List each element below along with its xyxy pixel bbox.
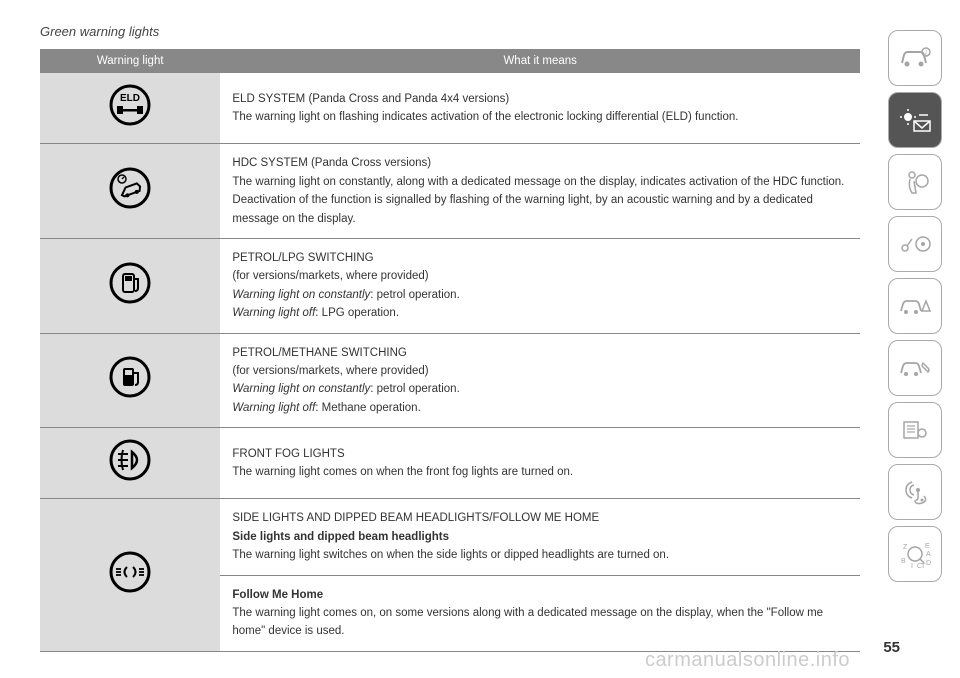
row-line1-rest: : petrol operation. bbox=[370, 383, 460, 395]
watermark: carmanualsonline.info bbox=[645, 649, 850, 672]
row-title: FRONT FOG LIGHTS bbox=[232, 445, 848, 463]
airbag-icon bbox=[900, 167, 930, 197]
svg-text:D: D bbox=[926, 560, 931, 567]
fuel-pump-outline-icon bbox=[108, 261, 152, 305]
row-title: ELD SYSTEM (Panda Cross and Panda 4x4 ve… bbox=[232, 90, 848, 108]
row-title: SIDE LIGHTS AND DIPPED BEAM HEADLIGHTS/F… bbox=[232, 509, 848, 527]
sidebar-item-starting[interactable] bbox=[888, 216, 942, 272]
document-gear-icon bbox=[900, 417, 930, 443]
row-title: PETROL/METHANE SWITCHING bbox=[232, 344, 848, 362]
side-lights-icon bbox=[108, 550, 152, 594]
table-row: FRONT FOG LIGHTS The warning light comes… bbox=[40, 428, 860, 499]
sidebar-item-index[interactable]: ZEBADIC T bbox=[888, 526, 942, 582]
table-row: SIDE LIGHTS AND DIPPED BEAM HEADLIGHTS/F… bbox=[40, 499, 860, 575]
icon-cell bbox=[40, 238, 220, 333]
row-line1-rest: : petrol operation. bbox=[370, 289, 460, 301]
row-line2-italic: Warning light off bbox=[232, 307, 315, 319]
svg-text:A: A bbox=[926, 551, 931, 558]
front-fog-lights-icon bbox=[108, 438, 152, 482]
row-body: The warning light comes on when the fron… bbox=[232, 463, 848, 481]
row-line2-rest: : Methane operation. bbox=[315, 402, 421, 414]
section-title: Green warning lights bbox=[40, 24, 860, 39]
table-row: HDC SYSTEM (Panda Cross versions) The wa… bbox=[40, 144, 860, 239]
row-bold: Side lights and dipped beam headlights bbox=[232, 531, 449, 543]
row-sub-body: The warning light comes on, on some vers… bbox=[232, 604, 848, 641]
hdc-icon bbox=[108, 166, 152, 210]
sidebar-nav: i ZEBADIC T bbox=[888, 30, 942, 582]
icon-cell bbox=[40, 333, 220, 428]
sidebar-item-warning-lights[interactable] bbox=[888, 92, 942, 148]
row-body: The warning light on flashing indicates … bbox=[232, 108, 848, 126]
page-number: 55 bbox=[883, 639, 900, 656]
icon-cell bbox=[40, 428, 220, 499]
icon-cell bbox=[40, 499, 220, 651]
car-info-icon: i bbox=[898, 45, 932, 71]
svg-text:E: E bbox=[925, 543, 930, 550]
row-line1-italic: Warning light on constantly bbox=[232, 289, 370, 301]
icon-cell bbox=[40, 144, 220, 239]
svg-text:I: I bbox=[911, 563, 913, 569]
icon-cell: ELD bbox=[40, 73, 220, 144]
svg-text:T: T bbox=[921, 563, 926, 569]
sidebar-item-emergency[interactable] bbox=[888, 278, 942, 334]
warning-lights-table: Warning light What it means ELD bbox=[40, 49, 860, 652]
row-line2-italic: Warning light off bbox=[232, 402, 315, 414]
header-what-it-means: What it means bbox=[220, 49, 860, 73]
sidebar-item-safety[interactable] bbox=[888, 154, 942, 210]
key-steering-icon bbox=[898, 231, 932, 257]
row-body: The warning light switches on when the s… bbox=[232, 546, 848, 564]
sidebar-item-maintenance[interactable] bbox=[888, 340, 942, 396]
car-wrench-icon bbox=[898, 355, 932, 381]
table-row: PETROL/METHANE SWITCHING (for versions/m… bbox=[40, 333, 860, 428]
svg-text:Z: Z bbox=[903, 544, 908, 551]
sidebar-item-multimedia[interactable] bbox=[888, 464, 942, 520]
row-body: The warning light on constantly, along w… bbox=[232, 173, 848, 228]
row-sub: (for versions/markets, where provided) bbox=[232, 267, 848, 285]
sidebar-item-technical[interactable] bbox=[888, 402, 942, 458]
table-row: PETROL/LPG SWITCHING (for versions/marke… bbox=[40, 238, 860, 333]
row-sub: (for versions/markets, where provided) bbox=[232, 362, 848, 380]
row-title: HDC SYSTEM (Panda Cross versions) bbox=[232, 154, 848, 172]
media-icon bbox=[900, 478, 930, 506]
svg-text:ELD: ELD bbox=[120, 93, 140, 104]
fuel-pump-solid-icon bbox=[108, 355, 152, 399]
alpha-magnifier-icon: ZEBADIC T bbox=[899, 539, 931, 569]
car-warning-icon bbox=[898, 293, 932, 319]
svg-text:i: i bbox=[925, 49, 927, 57]
sidebar-item-vehicle-info[interactable]: i bbox=[888, 30, 942, 86]
warning-light-icon bbox=[898, 107, 932, 133]
header-warning-light: Warning light bbox=[40, 49, 220, 73]
row-line1-italic: Warning light on constantly bbox=[232, 383, 370, 395]
table-row: ELD ELD SYSTEM (Panda Cross and Panda 4x… bbox=[40, 73, 860, 144]
svg-text:B: B bbox=[901, 558, 906, 565]
row-title: PETROL/LPG SWITCHING bbox=[232, 249, 848, 267]
row-sub-bold: Follow Me Home bbox=[232, 589, 323, 601]
eld-icon: ELD bbox=[108, 83, 152, 127]
row-line2-rest: : LPG operation. bbox=[315, 307, 399, 319]
